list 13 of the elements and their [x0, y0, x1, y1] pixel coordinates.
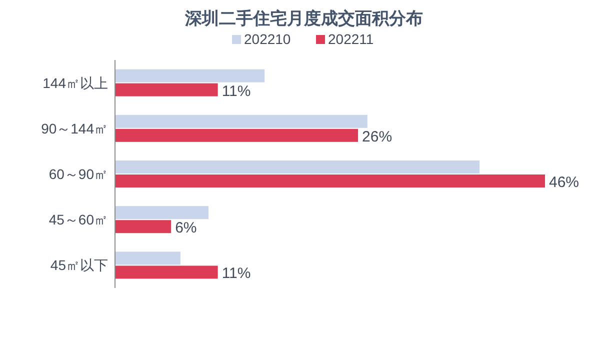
value-label: 11%	[222, 82, 251, 100]
category-label: 60～90㎡	[48, 166, 108, 182]
value-label: 6%	[175, 220, 197, 237]
title: 深圳二手住宅月度成交面积分布	[185, 9, 423, 28]
legend-label: 202210	[244, 31, 291, 47]
value-label: 26%	[362, 128, 392, 146]
legend-label: 202211	[328, 31, 374, 47]
category-label: 144㎡以上	[42, 74, 108, 91]
category-label: 45～60㎡	[48, 212, 108, 228]
value-label: 11%	[222, 265, 251, 282]
category-label: 45㎡以下	[50, 257, 108, 274]
category-label: 90～144㎡	[41, 120, 108, 136]
value-label: 46%	[549, 174, 580, 191]
